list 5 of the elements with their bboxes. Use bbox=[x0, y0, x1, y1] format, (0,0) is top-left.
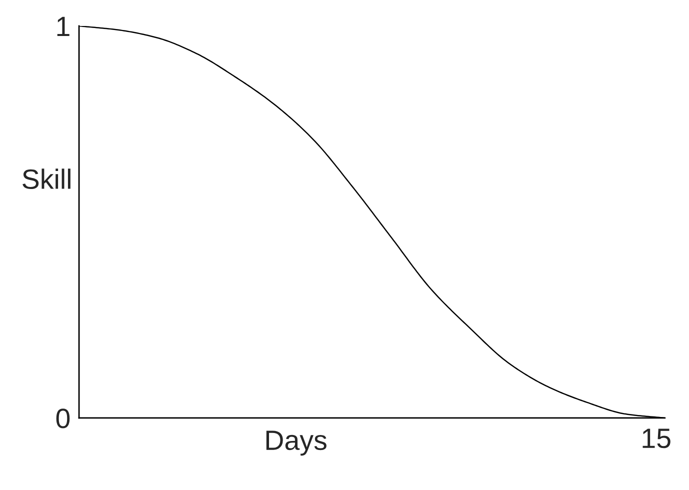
x-axis-title: Days bbox=[266, 430, 326, 456]
y-tick-label: 0 bbox=[56, 408, 70, 428]
y-tick-label: 1 bbox=[57, 16, 70, 36]
text: 15 bbox=[642, 428, 670, 448]
y-axis-title: Skill bbox=[22, 168, 70, 190]
